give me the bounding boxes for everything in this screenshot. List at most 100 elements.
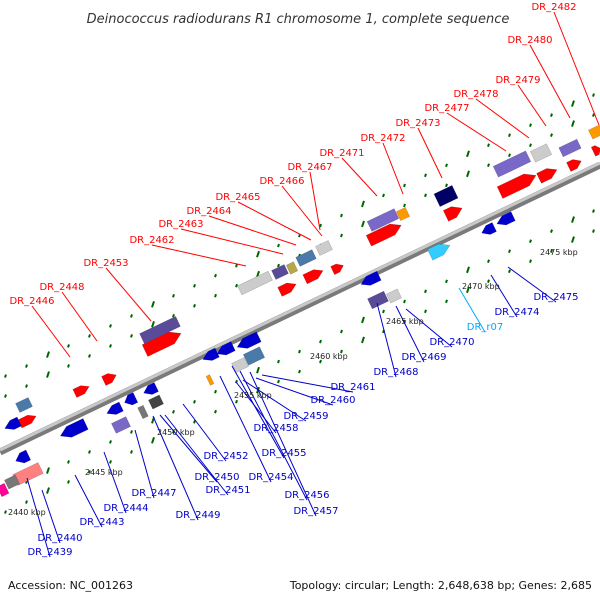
gene-label[interactable]: DR_2448 <box>39 282 84 293</box>
tick-mark <box>277 243 280 248</box>
reverse-gene-arrow <box>481 222 497 235</box>
tick-mark <box>550 113 553 117</box>
gene-label[interactable]: DR_2474 <box>494 307 539 318</box>
tick-mark <box>550 249 553 253</box>
reverse-gene-arrow <box>496 211 516 226</box>
tick-mark <box>487 259 490 264</box>
gene-label[interactable]: DR_2478 <box>453 89 498 100</box>
gene-leader-line <box>249 371 317 517</box>
tick-mark <box>214 409 217 414</box>
gene-label[interactable]: DR_2475 <box>533 292 578 303</box>
gene-leader-line <box>382 142 404 195</box>
gene-label[interactable]: DR_2451 <box>205 485 250 496</box>
gene-label[interactable]: DR_r07 <box>467 322 503 333</box>
gene-label[interactable]: DR_2463 <box>158 219 203 230</box>
gene-label[interactable]: DR_2450 <box>194 472 239 483</box>
tick-mark <box>88 450 91 454</box>
gene-label[interactable]: DR_2479 <box>495 75 540 86</box>
forward-gene-arrow <box>315 240 333 256</box>
label-layer: 2440 kbp 2445 kbp 2450 kbp 2455 kbp 2460 kbp… <box>8 2 579 558</box>
forward-gene-arrow <box>365 223 402 247</box>
gene-label[interactable]: DR_2456 <box>284 490 329 501</box>
tick-mark <box>529 239 532 243</box>
tick-mark <box>487 279 490 284</box>
gene-label[interactable]: DR_2468 <box>373 367 418 378</box>
gene-label[interactable]: DR_2462 <box>129 235 174 246</box>
gene-label[interactable]: DR_2467 <box>287 162 332 173</box>
tick-mark <box>67 344 70 348</box>
forward-gene-arrow <box>285 261 299 275</box>
tick-mark <box>130 314 133 318</box>
tick-mark <box>130 334 133 338</box>
gene-leader-line <box>341 157 378 197</box>
forward-gene-arrow <box>277 282 297 297</box>
gene-label[interactable]: DR_2452 <box>203 451 248 462</box>
gene-label[interactable]: DR_2477 <box>424 103 469 114</box>
tick-mark <box>466 286 470 294</box>
gene-label[interactable]: DR_2470 <box>429 337 474 348</box>
tick-mark <box>445 279 448 284</box>
tick-mark <box>529 143 532 147</box>
gene-label[interactable]: DR_2469 <box>401 352 446 363</box>
forward-gene-arrow <box>237 270 273 296</box>
reverse-gene-arrow <box>202 347 220 361</box>
tick-label: 2470 kbp <box>462 282 500 291</box>
gene-label[interactable]: DR_2439 <box>27 547 72 558</box>
gene-label[interactable]: DR_2464 <box>186 206 231 217</box>
forward-gene-arrow <box>72 385 90 398</box>
gene-label[interactable]: DR_2446 <box>9 296 54 307</box>
tick-mark <box>109 324 112 328</box>
gene-label[interactable]: DR_2472 <box>360 133 405 144</box>
tick-mark <box>256 250 260 258</box>
tick-mark <box>445 183 448 188</box>
gene-label[interactable]: DR_2458 <box>253 423 298 434</box>
reverse-gene-arrow <box>0 482 10 498</box>
tick-mark <box>571 216 575 223</box>
forward-gene-arrow <box>302 269 324 285</box>
gene-label[interactable]: DR_2454 <box>248 472 293 483</box>
gene-label[interactable]: DR_2466 <box>259 176 304 187</box>
tick-mark <box>550 229 553 233</box>
gene-label[interactable]: DR_2453 <box>83 258 128 269</box>
forward-gene-arrow <box>366 208 400 232</box>
tick-mark <box>340 213 343 218</box>
gene-label[interactable]: DR_2443 <box>79 517 124 528</box>
gene-label[interactable]: DR_2459 <box>283 411 328 422</box>
tick-mark <box>571 100 575 107</box>
gene-label[interactable]: DR_2460 <box>310 395 355 406</box>
gene-label[interactable]: DR_2455 <box>261 448 306 459</box>
gene-label[interactable]: DR_2440 <box>37 533 82 544</box>
gene-leader-line <box>405 308 453 348</box>
tick-mark <box>151 437 155 444</box>
gene-label[interactable]: DR_2447 <box>131 488 176 499</box>
tick-mark <box>592 113 595 117</box>
tick-mark <box>4 510 7 514</box>
gene-leader-line <box>31 305 71 358</box>
leader-layer <box>26 11 600 558</box>
gene-label[interactable]: DR_2444 <box>103 503 148 514</box>
tick-mark <box>172 409 175 414</box>
gene-label[interactable]: DR_2480 <box>507 35 552 46</box>
forward-gene-arrow <box>395 206 411 222</box>
gene-leader-line <box>237 201 312 241</box>
reverse-gene-arrow <box>148 394 164 410</box>
gene-leader-line <box>417 127 443 179</box>
tick-mark <box>319 339 322 344</box>
gene-label[interactable]: DR_2465 <box>215 192 260 203</box>
gene-leader-line <box>164 414 229 496</box>
forward-gene-arrow <box>442 206 463 222</box>
gene-leader-line <box>159 414 218 483</box>
tick-label: 2450 kbp <box>157 428 195 437</box>
gene-label[interactable]: DR_2457 <box>293 506 338 517</box>
gene-label[interactable]: DR_2482 <box>531 2 576 13</box>
gene-label[interactable]: DR_2473 <box>395 118 440 129</box>
reverse-gene-arrow <box>236 331 262 349</box>
tick-mark <box>529 259 532 263</box>
gene-label[interactable]: DR_2471 <box>319 148 364 159</box>
tick-mark <box>67 364 70 368</box>
reverse-gene-arrow <box>59 418 89 438</box>
tick-mark <box>88 470 91 474</box>
tick-mark <box>256 366 260 374</box>
gene-label[interactable]: DR_2461 <box>330 382 375 393</box>
gene-label[interactable]: DR_2449 <box>175 510 220 521</box>
